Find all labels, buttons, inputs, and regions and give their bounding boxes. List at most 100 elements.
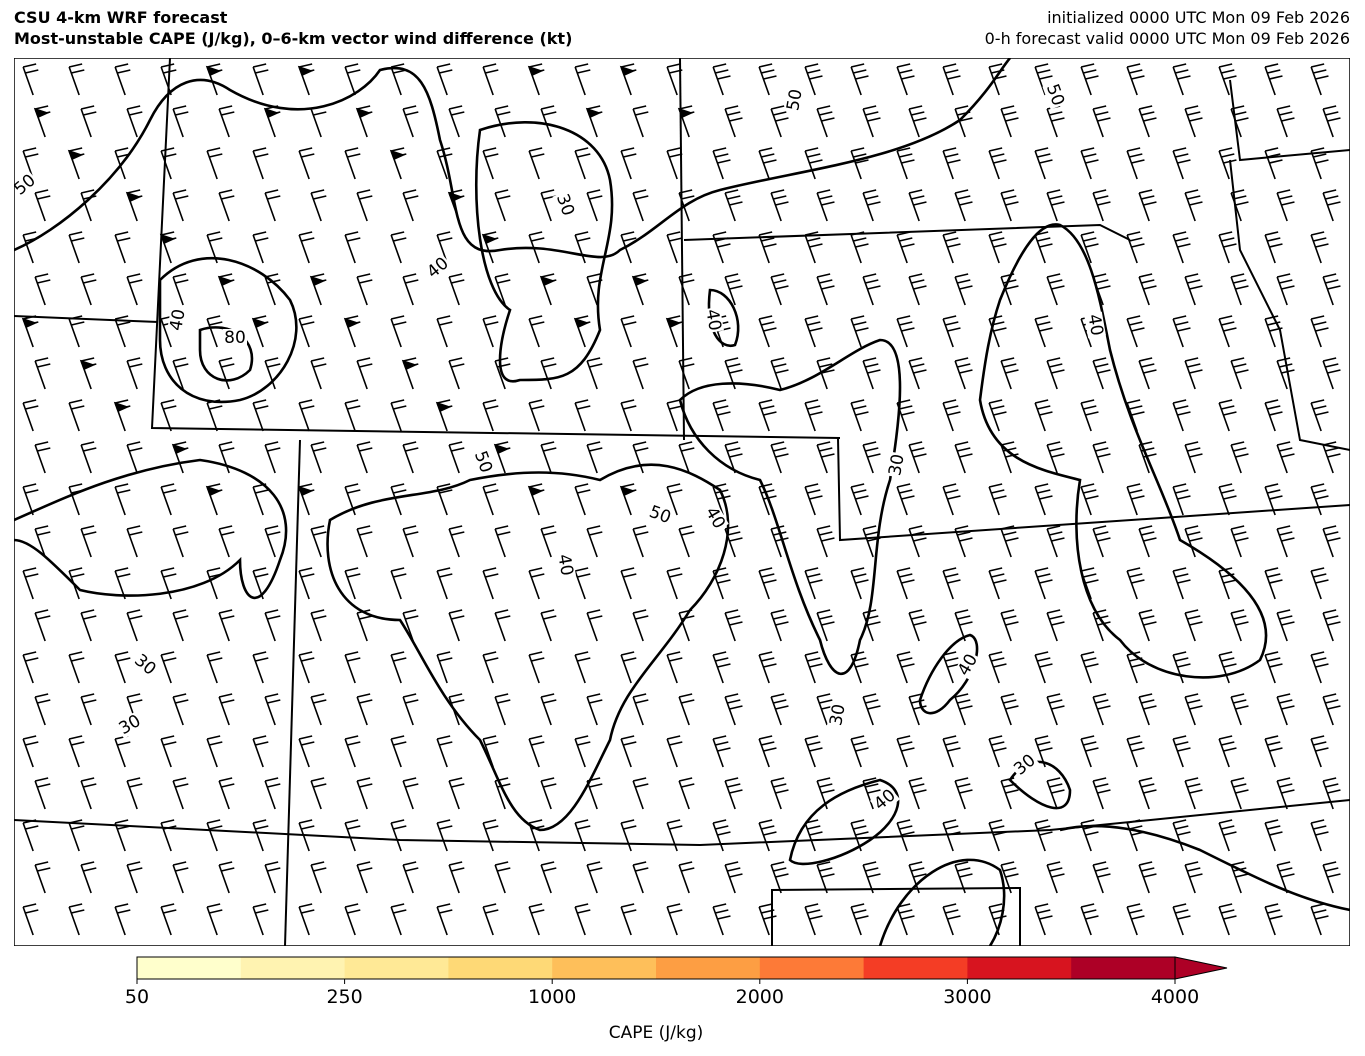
wind-pennant [527,65,544,77]
wind-barb [850,819,869,852]
wind-barb [1034,735,1053,768]
wind-barb [264,609,281,642]
wind-barb [770,357,789,390]
wind-barb [1264,147,1283,180]
wind-barb [758,63,777,96]
wind-barb [1310,231,1329,264]
wind-barb [1218,903,1237,936]
wind-barb [80,105,97,138]
wind-barb [942,399,961,432]
wind-barb [436,567,453,600]
contour-label-bg [470,447,496,477]
wind-barb [1276,777,1295,810]
wind-barb [1034,819,1053,852]
wind-barb [1034,399,1053,432]
wind-barb [126,273,143,306]
wind-barb [22,63,39,96]
wind-barb [586,693,603,726]
wind-barb [1218,63,1237,96]
wind-barb [344,735,361,768]
colorbar-segment [137,957,242,979]
wind-barb [80,693,97,726]
wind-barb [310,357,327,390]
wind-barb [1080,483,1099,516]
wind-barb [494,189,511,222]
wind-barb [206,735,223,768]
wind-barb [1034,63,1053,96]
wind-barb [252,903,269,936]
wind-barb [218,609,235,642]
wind-barb [34,273,51,306]
wind-barb [528,399,545,432]
contour-label-bg [14,170,40,200]
wind-barb [804,315,823,348]
contour-label-bg [784,86,806,114]
wind-barb [724,189,743,222]
wind-barb [34,525,51,558]
wind-barb [770,441,789,474]
wind-barb [758,315,777,348]
wind-barb [632,525,649,558]
wind-barb [770,105,789,138]
wind-barb [344,651,361,684]
wind-barb [632,105,649,138]
contour-label-bg [223,329,247,347]
wind-barb [252,231,269,264]
wind-barb [436,903,453,936]
wind-barb [298,735,315,768]
wind-barb [264,357,281,390]
wind-barb [1034,483,1053,516]
colorbar-segment [656,957,761,979]
wind-barb [1310,819,1329,852]
wind-barb [1126,63,1145,96]
wind-pennant [493,443,510,455]
colorbar-segment [552,957,657,979]
wind-barb [356,441,373,474]
wind-barb [1092,609,1111,642]
wind-barb [1184,693,1203,726]
wind-barb [574,651,591,684]
wind-barb [942,735,961,768]
wind-barb [448,609,465,642]
wind-barb [954,273,973,306]
title: CSU 4-km WRF forecast [14,8,228,27]
wind-barb [206,819,223,852]
wind-barb [850,735,869,768]
wind-barb [770,861,789,894]
wind-barb [988,147,1007,180]
wind-pennant [665,317,682,329]
wind-barb [1184,777,1203,810]
wind-barb [1276,525,1295,558]
wind-barb [528,735,545,768]
wind-barb [574,147,591,180]
wind-barb [1126,231,1145,264]
wind-barb [310,777,327,810]
colorbar-tick-label: 250 [326,986,362,1008]
wind-barb [344,567,361,600]
wind-barb [1184,273,1203,306]
wind-barb [862,861,881,894]
wind-barb [1322,525,1341,558]
wind-barb [908,525,927,558]
wind-barb [850,567,869,600]
wind-barb [620,651,637,684]
wind-barb [1034,903,1053,936]
wind-barb [862,525,881,558]
wind-pennant [355,107,372,119]
wind-barb [448,525,465,558]
wind-barb [804,903,823,936]
wind-barb [954,693,973,726]
wind-barb [896,147,915,180]
wind-barb [1230,693,1249,726]
wind-barb [1092,357,1111,390]
wind-pennant [217,275,234,287]
wind-barb [1184,189,1203,222]
wind-barb [620,147,637,180]
wind-barb [712,819,731,852]
wind-barb [172,189,189,222]
wind-barb [896,903,915,936]
wind-barb [206,651,223,684]
colorbar-segment [240,957,346,979]
wind-barb [436,735,453,768]
wind-barb [1322,357,1341,390]
